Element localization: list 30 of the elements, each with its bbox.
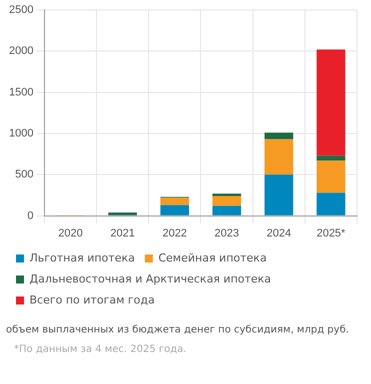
x-tick-label: 2021	[110, 227, 135, 240]
bar	[160, 205, 190, 216]
y-tick-label: 500	[15, 168, 34, 181]
bar	[316, 50, 346, 156]
bar	[212, 206, 242, 216]
x-tick-label: 2025*	[316, 227, 346, 240]
bar	[264, 139, 294, 175]
bar	[160, 198, 190, 206]
bar	[316, 156, 346, 161]
y-tick-label: 1000	[8, 128, 34, 140]
legend-label: Всего по итогам года	[30, 293, 155, 306]
text: объем выплаченных из бюджета денег по субсидиям, млрд руб.	[6, 324, 349, 336]
y-tick-label: 2000	[8, 45, 34, 58]
y-tick-label: 1500	[8, 86, 34, 98]
text: *По данным за 4 мес. 2025 года.	[14, 344, 188, 355]
bar	[212, 196, 242, 206]
x-tick-label: 2020	[58, 227, 83, 240]
x-tick-label: 2023	[214, 227, 240, 240]
bar	[316, 192, 346, 216]
legend-label: Семейная ипотека	[158, 251, 267, 264]
legend-label: Дальневосточная и Арктическая ипотека	[30, 272, 272, 286]
x-tick-label: 2024	[266, 227, 292, 240]
bar	[264, 174, 294, 216]
y-tick-label: 0	[27, 210, 34, 222]
x-tick-label: 2022	[162, 227, 187, 240]
bar	[316, 160, 346, 193]
bar	[264, 132, 294, 140]
legend-label: Льготная ипотека	[30, 251, 135, 264]
bar	[212, 194, 242, 196]
y-tick-label: 2500	[8, 4, 34, 16]
